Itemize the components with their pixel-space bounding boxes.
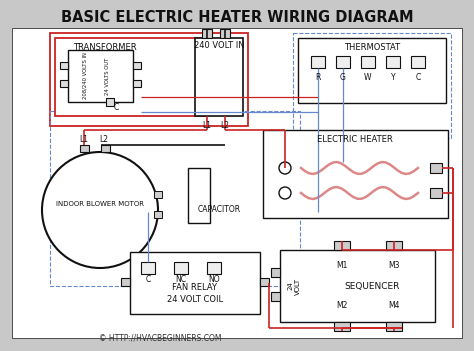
Bar bbox=[106, 98, 114, 106]
Bar bbox=[133, 80, 141, 87]
Circle shape bbox=[42, 152, 158, 268]
Bar bbox=[188, 168, 210, 223]
Bar bbox=[311, 56, 325, 68]
Bar bbox=[154, 191, 162, 198]
Bar bbox=[174, 262, 188, 274]
Bar bbox=[133, 62, 141, 69]
Bar bbox=[12, 28, 462, 338]
Bar bbox=[141, 262, 155, 274]
Text: BASIC ELECTRIC HEATER WIRING DIAGRAM: BASIC ELECTRIC HEATER WIRING DIAGRAM bbox=[61, 9, 413, 25]
Text: 24 VOLT COIL: 24 VOLT COIL bbox=[167, 296, 223, 305]
Text: M4: M4 bbox=[388, 302, 400, 311]
Bar bbox=[202, 29, 212, 38]
Text: TRANSFORMER: TRANSFORMER bbox=[73, 44, 137, 53]
Bar bbox=[430, 188, 442, 198]
Text: C: C bbox=[415, 73, 420, 82]
Bar bbox=[154, 211, 162, 218]
Bar bbox=[430, 163, 442, 173]
Bar bbox=[50, 111, 300, 286]
Bar bbox=[195, 38, 243, 116]
Text: W: W bbox=[364, 73, 372, 82]
Bar bbox=[293, 33, 451, 138]
Text: © HTTP://HVACBEGINNERS.COM: © HTTP://HVACBEGINNERS.COM bbox=[99, 333, 221, 343]
Text: 24 VOLTS OUT: 24 VOLTS OUT bbox=[106, 57, 110, 95]
Bar bbox=[298, 38, 446, 103]
Text: G: G bbox=[340, 73, 346, 82]
Text: NO: NO bbox=[208, 274, 220, 284]
Bar bbox=[336, 56, 350, 68]
Bar bbox=[50, 33, 248, 126]
Circle shape bbox=[279, 162, 291, 174]
Bar bbox=[60, 62, 68, 69]
Bar bbox=[334, 322, 350, 331]
Text: 24
VOLT: 24 VOLT bbox=[288, 277, 301, 294]
Bar bbox=[361, 56, 375, 68]
Bar bbox=[55, 38, 205, 116]
Bar bbox=[220, 29, 230, 38]
Circle shape bbox=[279, 187, 291, 199]
Bar bbox=[386, 241, 402, 250]
Text: L2: L2 bbox=[220, 120, 229, 130]
Text: M1: M1 bbox=[337, 261, 348, 271]
Bar bbox=[386, 322, 402, 331]
Text: Y: Y bbox=[391, 73, 395, 82]
Text: L2: L2 bbox=[100, 135, 109, 145]
Text: M3: M3 bbox=[388, 261, 400, 271]
Bar bbox=[386, 56, 400, 68]
Bar bbox=[130, 252, 260, 314]
Bar bbox=[207, 262, 221, 274]
Bar bbox=[121, 278, 130, 286]
Text: R: R bbox=[315, 73, 321, 82]
Text: THERMOSTAT: THERMOSTAT bbox=[344, 44, 400, 53]
Bar bbox=[271, 268, 280, 277]
Text: CAPACITOR: CAPACITOR bbox=[198, 205, 241, 214]
Text: L1: L1 bbox=[202, 120, 211, 130]
Bar bbox=[271, 292, 280, 301]
Text: L1: L1 bbox=[80, 135, 89, 145]
Text: M2: M2 bbox=[337, 302, 348, 311]
Text: NC: NC bbox=[175, 274, 186, 284]
Bar bbox=[334, 241, 350, 250]
Bar bbox=[260, 278, 269, 286]
Bar bbox=[101, 145, 110, 152]
Bar bbox=[411, 56, 425, 68]
Text: INDOOR BLOWER MOTOR: INDOOR BLOWER MOTOR bbox=[56, 201, 144, 207]
Text: ELECTRIC HEATER: ELECTRIC HEATER bbox=[317, 135, 393, 145]
Text: C: C bbox=[113, 104, 118, 113]
Bar bbox=[80, 145, 89, 152]
Text: FAN RELAY: FAN RELAY bbox=[173, 283, 218, 291]
Bar bbox=[280, 250, 435, 322]
Text: SEQUENCER: SEQUENCER bbox=[344, 282, 400, 291]
Bar bbox=[68, 50, 133, 102]
Text: 240 VOLT IN: 240 VOLT IN bbox=[194, 41, 244, 51]
Text: 208/240 VOLTS IN: 208/240 VOLTS IN bbox=[82, 53, 88, 99]
Text: C: C bbox=[146, 274, 151, 284]
Bar bbox=[263, 130, 448, 218]
Bar bbox=[60, 80, 68, 87]
